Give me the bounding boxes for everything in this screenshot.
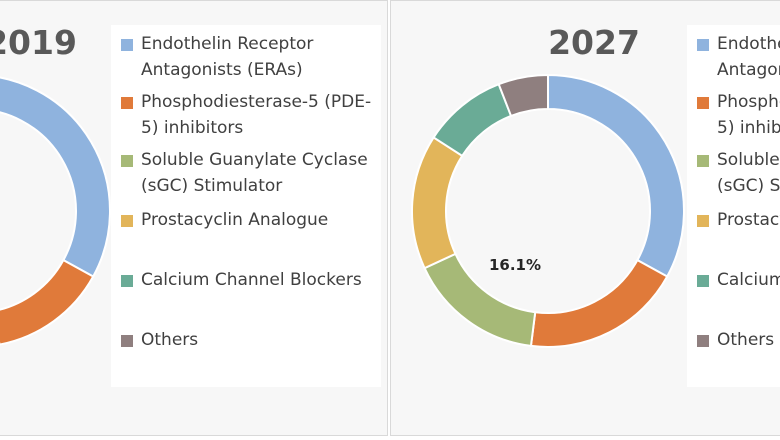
- chart-title: 2027: [548, 23, 640, 62]
- donut-slice: [497, 73, 549, 118]
- legend-swatch: [697, 275, 709, 287]
- legend-label: Others: [717, 330, 775, 350]
- legend-swatch: [121, 215, 133, 227]
- legend-swatch: [121, 39, 133, 51]
- legend-swatch: [697, 155, 709, 167]
- donut-slice: [411, 136, 464, 270]
- legend-swatch: [697, 215, 709, 227]
- legend-swatch: [121, 97, 133, 109]
- legend-label: Endothelin Receptor Antagonists (ERAs): [717, 34, 780, 80]
- legend-swatch: [121, 275, 133, 287]
- legend: [687, 25, 780, 387]
- legend-swatch: [121, 155, 133, 167]
- legend-label: Calcium Channel Blockers: [717, 270, 780, 290]
- legend-swatch: [121, 335, 133, 347]
- chart-panel: 16.1% 2027 Endothelin Receptor Antagonists…: [390, 0, 780, 436]
- chart-title: 2019: [0, 23, 77, 62]
- data-label: 16.1%: [489, 256, 541, 274]
- legend-swatch: [697, 335, 709, 347]
- legend-label: Phosphodiesterase-5 (PDE-5) inhibitors: [141, 92, 372, 138]
- legend-label: Prostacyclin Analogue: [141, 210, 329, 230]
- legend: [111, 25, 381, 387]
- legend-label: Endothelin Receptor Antagonists (ERAs): [141, 34, 314, 80]
- donut-chart: [0, 76, 111, 346]
- donut-slice: [0, 76, 111, 278]
- donut-slice: [529, 258, 669, 348]
- legend-swatch: [697, 39, 709, 51]
- legend-label: Prostacyclin Analogue: [717, 210, 780, 230]
- donut-slice: [547, 73, 685, 278]
- legend-label: Others: [141, 330, 199, 350]
- legend-label: Phosphodiesterase-5 (PDE-5) inhibitors: [717, 92, 780, 138]
- legend-label: Soluble Guanylate Cyclase (sGC) Stimulat…: [141, 150, 368, 196]
- chart-panel: 2019 Endothelin Receptor Antagonists (ERA…: [0, 0, 388, 436]
- legend-label: Soluble Guanylate Cyclase (sGC) Stimulat…: [717, 150, 780, 196]
- legend-swatch: [697, 97, 709, 109]
- donut-slice: [432, 82, 513, 158]
- legend-label: Calcium Channel Blockers: [141, 270, 362, 290]
- donut-chart: 16.1%: [411, 73, 685, 348]
- donut-slice: [0, 258, 95, 346]
